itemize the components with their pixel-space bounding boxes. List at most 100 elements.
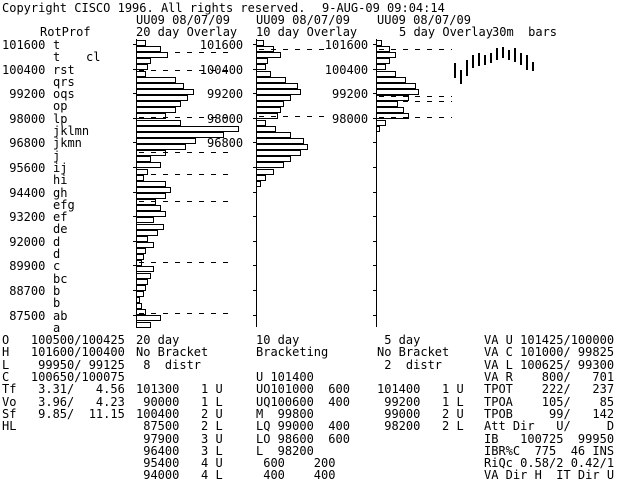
price-bar-30m	[454, 63, 456, 78]
profile-bar	[256, 95, 291, 102]
bracket-dash-line	[139, 52, 234, 53]
profile-bar	[136, 125, 239, 132]
price-bar-30m	[532, 62, 534, 71]
summary-10day-line: UO101000 600	[256, 382, 350, 397]
price-scale-value: 99200	[2, 87, 46, 102]
title-10day-overlay: 10 day Overlay	[256, 25, 358, 39]
price-bar-30m	[472, 55, 474, 68]
summary-10day-line: M 99800	[256, 406, 314, 421]
rotprof-letters: c	[53, 259, 61, 274]
bracket-dash-line	[259, 116, 329, 117]
profile-bar	[136, 260, 142, 267]
price-label-20day: 99200	[207, 87, 244, 102]
profile-bar	[136, 162, 161, 169]
summary-5day-line: 2 distr	[377, 357, 443, 372]
rotprof-letters: j	[53, 148, 61, 163]
axis-tick	[253, 117, 257, 119]
profile-bar	[136, 321, 151, 328]
rotprof-letters: b	[53, 283, 61, 298]
profile-bar	[136, 58, 151, 65]
profile-bar	[136, 303, 142, 310]
summary-5day-line: 99000 2 U	[377, 406, 464, 421]
stats-line: RiQc 0.58/2 0.42/1	[484, 456, 615, 471]
axis-tick	[133, 142, 137, 144]
rotprof-letters: b	[53, 296, 61, 311]
axis-tick	[253, 240, 257, 242]
profile-bar	[136, 229, 158, 236]
axis-tick	[253, 216, 257, 218]
profile-bar	[376, 107, 404, 114]
axis-tick	[253, 289, 257, 291]
price-scale-value: 87500	[2, 308, 46, 323]
profile-bar	[136, 76, 176, 83]
profile-bar	[256, 144, 308, 151]
profile-bar	[136, 205, 161, 212]
summary-20day-line: No Bracket	[136, 345, 209, 360]
axis-tick	[253, 166, 257, 168]
bracket-dash-line	[379, 96, 452, 97]
price-bar-30m	[508, 50, 510, 60]
bracket-dash-line	[259, 49, 329, 50]
stats-line: VA Dir H IT Dir U	[484, 468, 615, 480]
summary-5day-line: 98200 2 L	[377, 419, 464, 434]
profile-bar	[136, 235, 148, 242]
title-5day-overlay: 5 day Overlay	[399, 25, 493, 39]
axis-tick	[253, 93, 257, 95]
axis-tick	[373, 166, 377, 168]
bracket-dash-line	[139, 201, 234, 202]
contract-5day: UU09 08/07/09	[377, 13, 471, 27]
stats-line: VA C 101000/ 99825	[484, 345, 615, 360]
rotprof-letters: hi	[53, 173, 68, 188]
axis-tick	[373, 265, 377, 267]
rotprof-letters: jkmn	[53, 136, 82, 151]
stats-line: TPOT 222/ 237	[484, 382, 615, 397]
rotprof-letters: jklmn	[53, 124, 90, 138]
profile-bar	[376, 76, 406, 83]
profile-bar	[136, 290, 144, 297]
summary-10day-line: U 101400	[256, 370, 314, 384]
summary-10day-line: L 98200	[256, 443, 314, 458]
profile-bar	[136, 107, 176, 114]
price-label-20day: 100400	[199, 62, 244, 77]
stats-line: VA L 100625/ 99300	[484, 357, 615, 372]
ohlc-line: HL	[2, 419, 17, 434]
profile-bar	[376, 101, 398, 108]
price-label-20day: 96800	[207, 136, 244, 151]
summary-20day-line: 95400 4 U	[136, 456, 223, 471]
price-scale-value: 95600	[2, 160, 46, 175]
profile-bar	[136, 40, 146, 46]
axis-tick	[253, 68, 257, 70]
rotprof-letters: t	[53, 50, 61, 65]
profile-bar	[136, 248, 146, 255]
profile-bar	[136, 284, 146, 291]
profile-bar	[256, 107, 281, 114]
price-bar-30m	[460, 70, 462, 84]
profile-bar	[256, 131, 291, 138]
profile-bar	[136, 278, 148, 285]
axis-tick	[373, 314, 377, 316]
rotprof-letters: de	[53, 222, 68, 237]
price-bar-30m	[478, 53, 480, 66]
profile-bar	[136, 309, 146, 316]
summary-5day-line: 99200 1 L	[377, 394, 464, 409]
stats-line: Att Dir U/ D	[484, 419, 615, 434]
axis-tick	[133, 240, 137, 242]
rotprof-letters: lp	[53, 111, 68, 126]
summary-10day-line: Bracketing	[256, 345, 329, 360]
profile-bar	[376, 119, 386, 126]
rotprof-letters: ij	[53, 160, 68, 175]
profile-bar	[136, 254, 144, 261]
price-label-20day: 101600	[199, 37, 244, 52]
price-bar-30m	[490, 53, 492, 63]
profile-bar	[256, 137, 304, 144]
price-scale-value: 100400	[2, 62, 46, 77]
summary-5day-line: 5 day	[377, 333, 421, 348]
ohlc-line: Tf 3.31/ 4.56	[2, 382, 125, 397]
contract-20day: UU09 08/07/09	[136, 13, 230, 27]
rotprof-letters: ab	[53, 308, 68, 323]
profile-bar	[256, 64, 266, 71]
profile-bar	[256, 174, 266, 181]
profile-bar	[136, 272, 151, 279]
profile-bar	[256, 82, 298, 89]
summary-20day-line: 8 distr	[136, 357, 202, 372]
